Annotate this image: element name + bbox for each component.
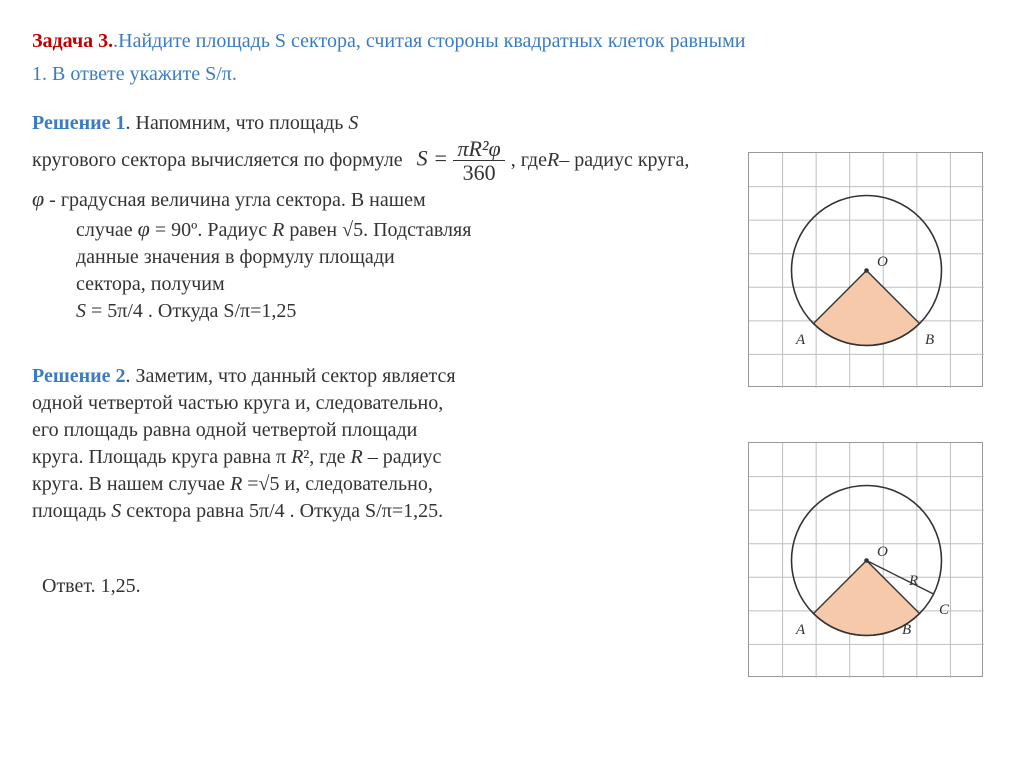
sol1-l7b: = 5π/4 . Откуда S/π=1,25 bbox=[86, 300, 296, 322]
s2t5b: R bbox=[230, 473, 242, 495]
sol1-line5: данные значения в формулу площади bbox=[76, 244, 732, 271]
sol1-l4b: равен √5. Подставляя bbox=[284, 219, 471, 241]
s2t5c: =√5 и, следовательно, bbox=[242, 473, 433, 495]
fig2-label-R: R bbox=[908, 573, 918, 589]
fig2-label-A: A bbox=[795, 622, 806, 638]
figure-1: O A B bbox=[748, 152, 983, 387]
solution-2: Решение 2. Заметим, что данный сектор яв… bbox=[32, 363, 732, 525]
figure-2: O R A B C bbox=[748, 442, 983, 677]
s2t4e: – радиус bbox=[363, 446, 442, 468]
sol2-line4: круга. Площадь круга равна π R², где R –… bbox=[32, 444, 732, 471]
solution2-label: Решение 2 bbox=[32, 365, 126, 387]
formula-fraction: πR²φ 360 bbox=[453, 137, 504, 184]
formula-lhs: S = bbox=[417, 146, 454, 171]
sol1-l3b: случае bbox=[76, 219, 138, 241]
sol1-R: R bbox=[547, 147, 559, 174]
sol1-R2: R bbox=[272, 219, 284, 241]
s2t6c: сектора равна 5π/4 . Откуда S/π=1,25. bbox=[121, 500, 443, 522]
sol1-line7: S = 5π/4 . Откуда S/π=1,25 bbox=[76, 298, 732, 325]
answer-value: . 1,25. bbox=[91, 575, 141, 597]
sol1-line3: φ - градусная величина угла сектора. В н… bbox=[32, 184, 732, 214]
sol2-line5: круга. В нашем случае R =√5 и, следовате… bbox=[32, 471, 732, 498]
problem-text-2: 1. В ответе укажите S/π. bbox=[32, 61, 992, 88]
formula-num: πR²φ bbox=[453, 137, 504, 161]
s2t4a: круга. Площадь круга равна π bbox=[32, 446, 291, 468]
formula-den: 360 bbox=[453, 161, 504, 184]
sol1-line1: Решение 1. Напомним, что площадь S bbox=[32, 110, 732, 137]
s2t6b: S bbox=[111, 500, 121, 522]
sol1-l7a: S bbox=[76, 300, 86, 322]
sol2-line6: площадь S сектора равна 5π/4 . Откуда S/… bbox=[32, 498, 732, 525]
fig1-sector bbox=[814, 271, 920, 346]
sol1-line4: случае φ = 90º. Радиус R равен √5. Подст… bbox=[76, 214, 732, 244]
s2t4d: R bbox=[351, 446, 363, 468]
sol1-varS: S bbox=[348, 112, 358, 134]
answer-label: Ответ bbox=[42, 575, 91, 597]
fig2-label-B: B bbox=[902, 622, 911, 638]
problem-text-1: .Найдите площадь S сектора, считая сторо… bbox=[113, 30, 745, 52]
s2t6a: площадь bbox=[32, 500, 111, 522]
sector-formula: S = πR²φ 360 bbox=[417, 137, 505, 184]
sol1-afterR: – радиус круга, bbox=[559, 147, 689, 174]
s2t4b: R bbox=[291, 446, 303, 468]
sol1-phival: = 90º. Радиус bbox=[150, 219, 272, 241]
fig2-label-O: O bbox=[877, 544, 888, 560]
figure1-svg: O A B bbox=[749, 153, 984, 388]
sol1-intro2: кругового сектора вычисляется по формуле bbox=[32, 147, 403, 174]
problem-label: Задача 3. bbox=[32, 30, 113, 52]
problem-statement: Задача 3..Найдите площадь S сектора, счи… bbox=[32, 28, 992, 55]
figure2-svg: O R A B C bbox=[749, 443, 984, 678]
fig2-center-dot bbox=[864, 558, 869, 563]
solution-1: Решение 1. Напомним, что площадь S круго… bbox=[32, 110, 732, 325]
fig1-label-O: O bbox=[877, 254, 888, 270]
sol2-line1: Решение 2. Заметим, что данный сектор яв… bbox=[32, 363, 732, 390]
s2t4c: ², где bbox=[303, 446, 350, 468]
sol1-line6: сектора, получим bbox=[76, 271, 732, 298]
fig1-label-A: A bbox=[795, 332, 806, 348]
fig1-center-dot bbox=[864, 268, 869, 273]
phi2: φ bbox=[138, 216, 150, 241]
sol1-afterf: , где bbox=[511, 147, 547, 174]
fig2-label-C: C bbox=[939, 602, 950, 618]
phi-symbol: φ bbox=[32, 186, 44, 211]
sol1-l3a: - градусная величина угла сектора. В наш… bbox=[44, 189, 426, 211]
sol1-line2: кругового сектора вычисляется по формуле… bbox=[32, 137, 732, 184]
s2t5a: круга. В нашем случае bbox=[32, 473, 230, 495]
s2t1: . Заметим, что данный сектор является bbox=[126, 365, 456, 387]
sol1-intro1: . Напомним, что площадь bbox=[126, 112, 349, 134]
fig1-label-B: B bbox=[925, 332, 934, 348]
s2t3: его площадь равна одной четвертой площад… bbox=[32, 417, 732, 444]
s2t2: одной четвертой частью круга и, следоват… bbox=[32, 390, 732, 417]
solution1-label: Решение 1 bbox=[32, 112, 126, 134]
